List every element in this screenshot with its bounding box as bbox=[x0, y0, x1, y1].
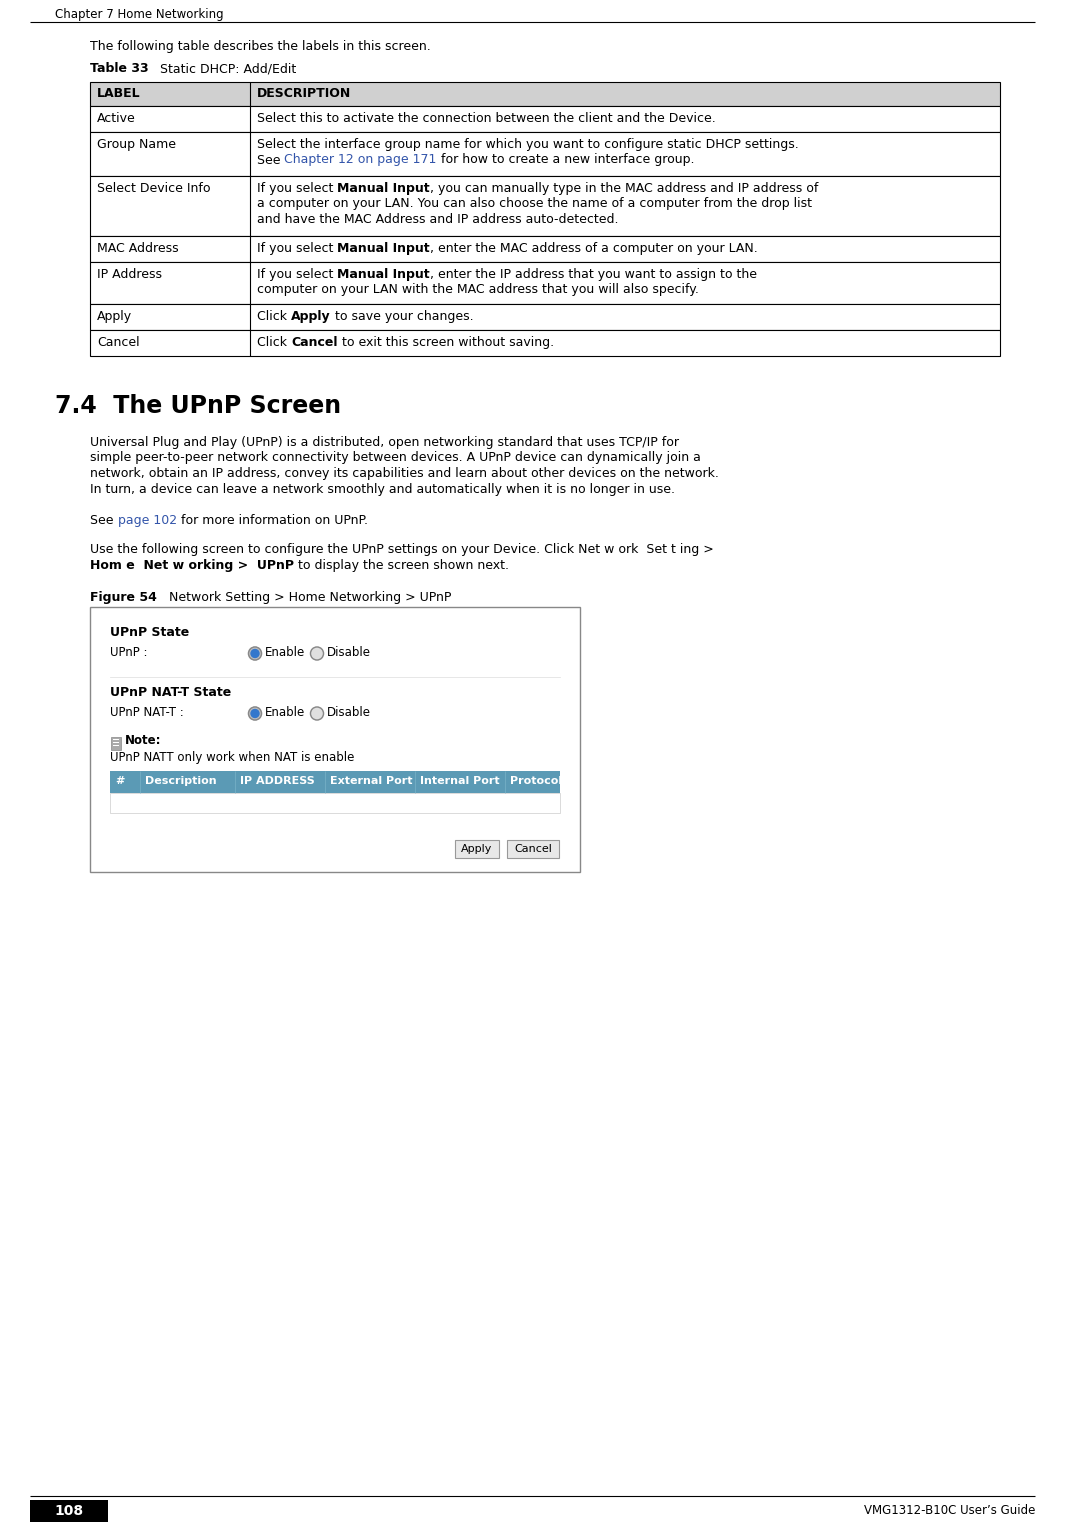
Text: Cancel: Cancel bbox=[291, 335, 338, 349]
Text: Select the interface group name for which you want to configure static DHCP sett: Select the interface group name for whic… bbox=[257, 139, 799, 151]
Text: Hom e  Net w orking >  UPnP: Hom e Net w orking > UPnP bbox=[91, 559, 294, 572]
Text: If you select: If you select bbox=[257, 268, 338, 280]
Text: External Port: External Port bbox=[330, 776, 412, 785]
Text: Enable: Enable bbox=[265, 707, 306, 719]
Text: a computer on your LAN. You can also choose the name of a computer from the drop: a computer on your LAN. You can also cho… bbox=[257, 198, 812, 210]
Text: UPnP NAT-T :: UPnP NAT-T : bbox=[110, 707, 184, 719]
Bar bbox=[30, 1500, 108, 1522]
Text: 7.4  The UPnP Screen: 7.4 The UPnP Screen bbox=[55, 395, 341, 418]
Text: UPnP NATT only work when NAT is enable: UPnP NATT only work when NAT is enable bbox=[110, 750, 355, 764]
Text: Apply: Apply bbox=[291, 309, 330, 323]
Text: LABEL: LABEL bbox=[97, 87, 141, 101]
Bar bbox=[110, 792, 560, 812]
Text: #: # bbox=[115, 776, 125, 785]
Text: Apply: Apply bbox=[461, 843, 493, 853]
Circle shape bbox=[311, 707, 324, 719]
Bar bbox=[91, 236, 1000, 262]
Text: UPnP :: UPnP : bbox=[110, 646, 147, 660]
Text: Static DHCP: Add/Edit: Static DHCP: Add/Edit bbox=[148, 62, 296, 75]
Text: Click: Click bbox=[257, 309, 291, 323]
Bar bbox=[91, 133, 1000, 175]
Text: 108: 108 bbox=[54, 1504, 83, 1518]
Text: Apply: Apply bbox=[97, 309, 132, 323]
Text: computer on your LAN with the MAC address that you will also specify.: computer on your LAN with the MAC addres… bbox=[257, 283, 699, 297]
Text: Cancel: Cancel bbox=[97, 335, 140, 349]
Text: page 102: page 102 bbox=[117, 514, 177, 527]
Text: Disable: Disable bbox=[327, 707, 371, 719]
Text: for more information on UPnP.: for more information on UPnP. bbox=[177, 514, 367, 527]
Text: See: See bbox=[91, 514, 117, 527]
Text: UPnP State: UPnP State bbox=[110, 626, 190, 640]
Bar bbox=[91, 607, 580, 872]
Text: Chapter 7 Home Networking: Chapter 7 Home Networking bbox=[55, 8, 224, 21]
Circle shape bbox=[251, 710, 259, 718]
Text: UPnP NAT-T State: UPnP NAT-T State bbox=[110, 686, 231, 700]
Text: , enter the IP address that you want to assign to the: , enter the IP address that you want to … bbox=[430, 268, 757, 280]
Bar bbox=[91, 262, 1000, 303]
Text: IP ADDRESS: IP ADDRESS bbox=[240, 776, 315, 785]
Text: Click: Click bbox=[257, 335, 291, 349]
Text: , enter the MAC address of a computer on your LAN.: , enter the MAC address of a computer on… bbox=[430, 242, 758, 255]
Text: The following table describes the labels in this screen.: The following table describes the labels… bbox=[91, 40, 430, 53]
Text: MAC Address: MAC Address bbox=[97, 242, 179, 255]
Text: to display the screen shown next.: to display the screen shown next. bbox=[294, 559, 509, 572]
Text: Select this to activate the connection between the client and the Device.: Select this to activate the connection b… bbox=[257, 111, 716, 125]
Text: Network Setting > Home Networking > UPnP: Network Setting > Home Networking > UPnP bbox=[157, 590, 452, 604]
Text: See: See bbox=[257, 154, 284, 166]
Text: to save your changes.: to save your changes. bbox=[330, 309, 473, 323]
Text: IP Address: IP Address bbox=[97, 268, 162, 280]
Text: Protocol: Protocol bbox=[510, 776, 562, 785]
Text: Chapter 12 on page 171: Chapter 12 on page 171 bbox=[284, 154, 437, 166]
Text: Table 33: Table 33 bbox=[91, 62, 149, 75]
Text: Internal Port: Internal Port bbox=[420, 776, 499, 785]
Text: Select Device Info: Select Device Info bbox=[97, 181, 211, 195]
Text: Figure 54: Figure 54 bbox=[91, 590, 157, 604]
Text: Manual Input: Manual Input bbox=[338, 181, 430, 195]
Bar bbox=[91, 303, 1000, 331]
Text: Group Name: Group Name bbox=[97, 139, 176, 151]
Text: , you can manually type in the MAC address and IP address of: , you can manually type in the MAC addre… bbox=[430, 181, 818, 195]
Text: Disable: Disable bbox=[327, 646, 371, 660]
Text: VMG1312-B10C User’s Guide: VMG1312-B10C User’s Guide bbox=[864, 1504, 1035, 1518]
Text: Manual Input: Manual Input bbox=[338, 242, 430, 255]
Bar bbox=[110, 771, 560, 792]
Bar bbox=[91, 175, 1000, 236]
Bar bbox=[91, 331, 1000, 357]
Text: and have the MAC Address and IP address auto-detected.: and have the MAC Address and IP address … bbox=[257, 213, 619, 226]
Text: Cancel: Cancel bbox=[514, 843, 552, 853]
Text: Active: Active bbox=[97, 111, 135, 125]
Text: Use the following screen to configure the UPnP settings on your Device. Click Ne: Use the following screen to configure th… bbox=[91, 544, 714, 556]
Text: network, obtain an IP address, convey its capabilities and learn about other dev: network, obtain an IP address, convey it… bbox=[91, 466, 719, 480]
Text: to exit this screen without saving.: to exit this screen without saving. bbox=[338, 335, 554, 349]
Text: Enable: Enable bbox=[265, 646, 306, 660]
Bar bbox=[507, 840, 559, 858]
Circle shape bbox=[311, 648, 324, 660]
Text: In turn, a device can leave a network smoothly and automatically when it is no l: In turn, a device can leave a network sm… bbox=[91, 483, 675, 495]
Circle shape bbox=[248, 648, 262, 660]
Text: Universal Plug and Play (UPnP) is a distributed, open networking standard that u: Universal Plug and Play (UPnP) is a dist… bbox=[91, 436, 679, 450]
Circle shape bbox=[251, 649, 259, 657]
Bar bbox=[91, 82, 1000, 107]
Bar bbox=[91, 107, 1000, 133]
Text: simple peer-to-peer network connectivity between devices. A UPnP device can dyna: simple peer-to-peer network connectivity… bbox=[91, 451, 701, 465]
Text: DESCRIPTION: DESCRIPTION bbox=[257, 87, 351, 101]
Text: If you select: If you select bbox=[257, 181, 338, 195]
Circle shape bbox=[248, 707, 262, 719]
Text: Manual Input: Manual Input bbox=[338, 268, 430, 280]
Text: Note:: Note: bbox=[125, 735, 162, 747]
Text: If you select: If you select bbox=[257, 242, 338, 255]
Bar bbox=[455, 840, 499, 858]
Text: for how to create a new interface group.: for how to create a new interface group. bbox=[437, 154, 694, 166]
Text: Description: Description bbox=[145, 776, 216, 785]
Bar bbox=[111, 736, 121, 750]
